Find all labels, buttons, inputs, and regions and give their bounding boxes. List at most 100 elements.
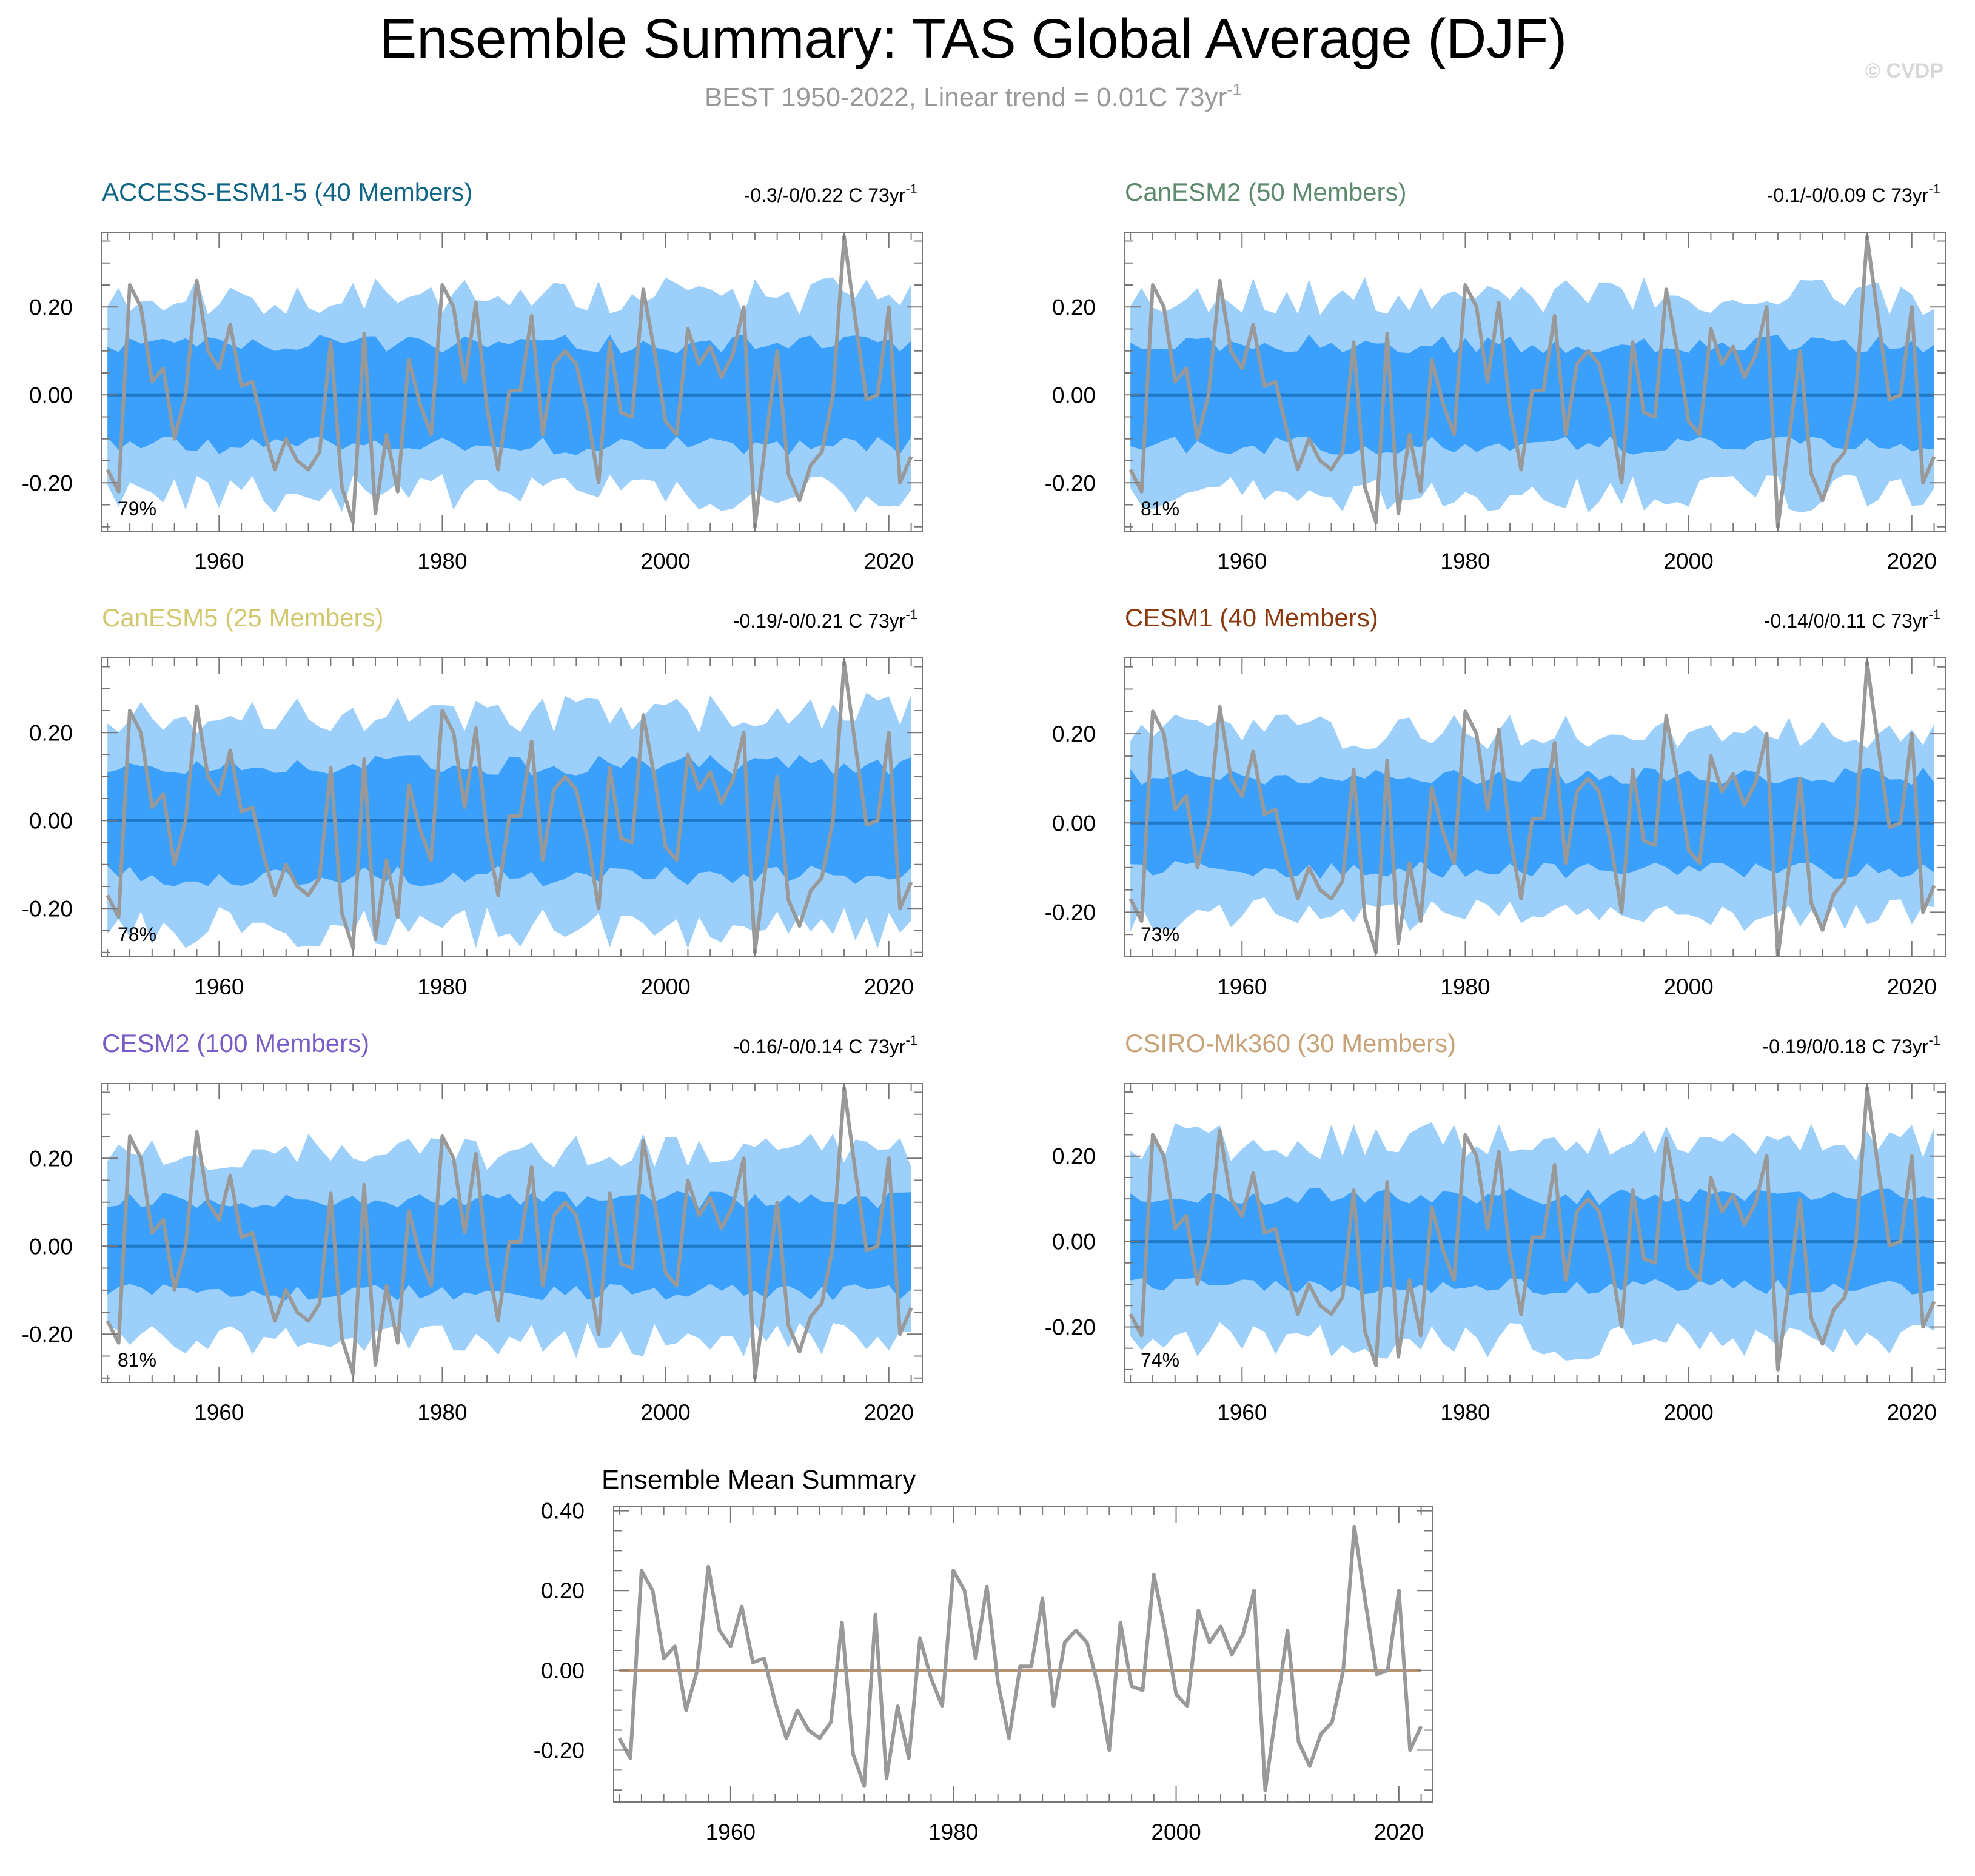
watermark: © CVDP [1865, 59, 1943, 82]
x-tick-label: 2000 [640, 1400, 690, 1425]
plot-area [1128, 235, 1936, 529]
trend-label: -0.16/-0/0.14 C 73yr-1 [733, 1033, 917, 1057]
x-tick-label: 1980 [1440, 1400, 1490, 1425]
x-tick-label: 1980 [417, 974, 467, 999]
trend-label: -0.19/-0/0.21 C 73yr-1 [733, 607, 917, 632]
trend-label-superscript: -1 [1928, 181, 1940, 196]
plot-area [106, 235, 913, 529]
plot-area [1128, 1086, 1936, 1372]
x-tick-label: 1980 [417, 1400, 467, 1425]
x-tick-label: 1980 [417, 549, 467, 574]
plot-area [106, 1086, 913, 1380]
percent-label: 74% [1141, 1349, 1179, 1371]
subtitle: BEST 1950-2022, Linear trend = 0.01C 73y… [705, 80, 1242, 112]
chart-panel: -0.20 0.00 0.20 1960 1980 2000 2020 CESM2 (100 … [22, 1029, 923, 1425]
axis-ticks [102, 1084, 922, 1382]
trend-label-superscript: -1 [905, 181, 917, 196]
y-tick-label: 0.00 [1052, 1230, 1096, 1255]
x-tick-label: 2000 [640, 549, 690, 574]
x-tick-label: 1960 [706, 1820, 756, 1844]
y-tick-label: 0.20 [1052, 722, 1096, 746]
x-tick-label: 2020 [864, 549, 914, 574]
trend-label-text: -0.14/0/0.11 C 73yr [1764, 610, 1929, 632]
x-tick-label: 1980 [928, 1820, 978, 1844]
trend-label-text: -0.1/-0/0.09 C 73yr [1767, 184, 1929, 206]
x-tick-label: 1960 [1217, 974, 1267, 999]
x-tick-label: 1960 [194, 549, 244, 574]
trend-label-text: -0.16/-0/0.14 C 73yr [733, 1036, 906, 1057]
trend-label-text: -0.19/-0/0.21 C 73yr [733, 610, 906, 632]
trend-label: -0.19/0/0.18 C 73yr-1 [1763, 1033, 1941, 1057]
x-tick-label: 2020 [864, 1400, 914, 1425]
y-tick-label: -0.20 [1045, 1315, 1096, 1339]
x-tick-label: 2000 [1663, 549, 1713, 574]
panel-title: CESM2 (100 Members) [102, 1029, 369, 1057]
x-tick-label: 1960 [194, 1400, 244, 1425]
x-tick-label: 2000 [1151, 1820, 1201, 1844]
chart-panel: -0.20 0.00 0.20 1960 1980 2000 2020 ACCESS-ESM1… [22, 178, 923, 574]
y-tick-label: -0.20 [1045, 900, 1096, 925]
observed-series-line [106, 235, 913, 529]
plot-frame [101, 1083, 923, 1383]
plot-frame [1124, 657, 1946, 957]
y-tick-label: 0.20 [29, 720, 73, 745]
trend-label-superscript: -1 [1928, 607, 1940, 622]
panel-title: ACCESS-ESM1-5 (40 Members) [102, 178, 472, 206]
y-tick-label: -0.20 [22, 896, 73, 921]
plot-area [1128, 660, 1936, 957]
plot-frame [1124, 1083, 1946, 1383]
axis-ticks [1125, 232, 1945, 531]
observed-series-line [106, 1086, 913, 1380]
observed-series-line [1128, 660, 1936, 957]
y-tick-label: 0.00 [541, 1658, 585, 1683]
x-tick-label: 1960 [1217, 1400, 1267, 1425]
subtitle-text: BEST 1950-2022, Linear trend = 0.01C 73y… [705, 82, 1227, 112]
y-tick-label: 0.00 [29, 383, 73, 407]
percent-label: 73% [1141, 923, 1179, 945]
y-tick-label: 0.00 [1052, 383, 1096, 407]
x-tick-label: 2020 [1887, 1400, 1937, 1425]
y-tick-label: 0.00 [29, 808, 73, 833]
chart-panel: -0.20 0.00 0.20 1960 1980 2000 2020 CSIRO-Mk360… [1045, 1029, 1946, 1425]
axis-ticks [1125, 658, 1945, 957]
trend-label: -0.14/0/0.11 C 73yr-1 [1764, 607, 1940, 632]
percent-label: 81% [1141, 498, 1179, 520]
y-tick-label: -0.20 [534, 1738, 585, 1763]
observed-series-line [1128, 235, 1936, 529]
x-tick-label: 2000 [1663, 1400, 1713, 1425]
x-tick-label: 2020 [864, 974, 914, 999]
trend-label: -0.1/-0/0.09 C 73yr-1 [1767, 181, 1940, 206]
axis-ticks [1125, 1084, 1945, 1382]
y-tick-label: 0.20 [29, 295, 73, 320]
trend-label-text: -0.3/-0/0.22 C 73yr [744, 184, 906, 206]
plot-area [106, 660, 913, 954]
observed-series-line [617, 1524, 1423, 1792]
y-tick-label: 0.40 [541, 1499, 585, 1524]
chart-panel: -0.20 0.00 0.20 1960 1980 2000 2020 CESM1 (40 M… [1045, 603, 1946, 999]
percent-label: 79% [118, 498, 156, 520]
y-tick-label: 0.20 [1052, 295, 1096, 320]
trend-label-superscript: -1 [905, 607, 917, 622]
x-tick-label: 2020 [1374, 1820, 1424, 1844]
plot-area [617, 1524, 1423, 1792]
x-tick-label: 1960 [194, 974, 244, 999]
trend-label: -0.3/-0/0.22 C 73yr-1 [744, 181, 917, 206]
percent-label: 78% [118, 923, 156, 945]
trend-label-superscript: -1 [905, 1033, 917, 1048]
trend-label-text: -0.19/0/0.18 C 73yr [1763, 1036, 1929, 1057]
x-tick-label: 2000 [1663, 974, 1713, 999]
axis-ticks [102, 658, 922, 957]
panel-title: Ensemble Mean Summary [602, 1465, 916, 1495]
observed-series-line [1128, 1086, 1936, 1372]
y-tick-label: -0.20 [22, 1322, 73, 1347]
y-tick-label: 0.00 [29, 1234, 73, 1259]
plot-frame [1124, 232, 1946, 532]
y-tick-label: 0.20 [1052, 1144, 1096, 1169]
axis-ticks [102, 232, 922, 531]
panel-title: CanESM5 (25 Members) [102, 603, 383, 632]
x-tick-label: 2020 [1887, 549, 1937, 574]
x-tick-label: 2000 [640, 974, 690, 999]
chart-panel: -0.20 0.00 0.20 0.40 1960 1980 2000 2020 Ensembl… [534, 1465, 1433, 1844]
plot-frame [101, 232, 923, 532]
